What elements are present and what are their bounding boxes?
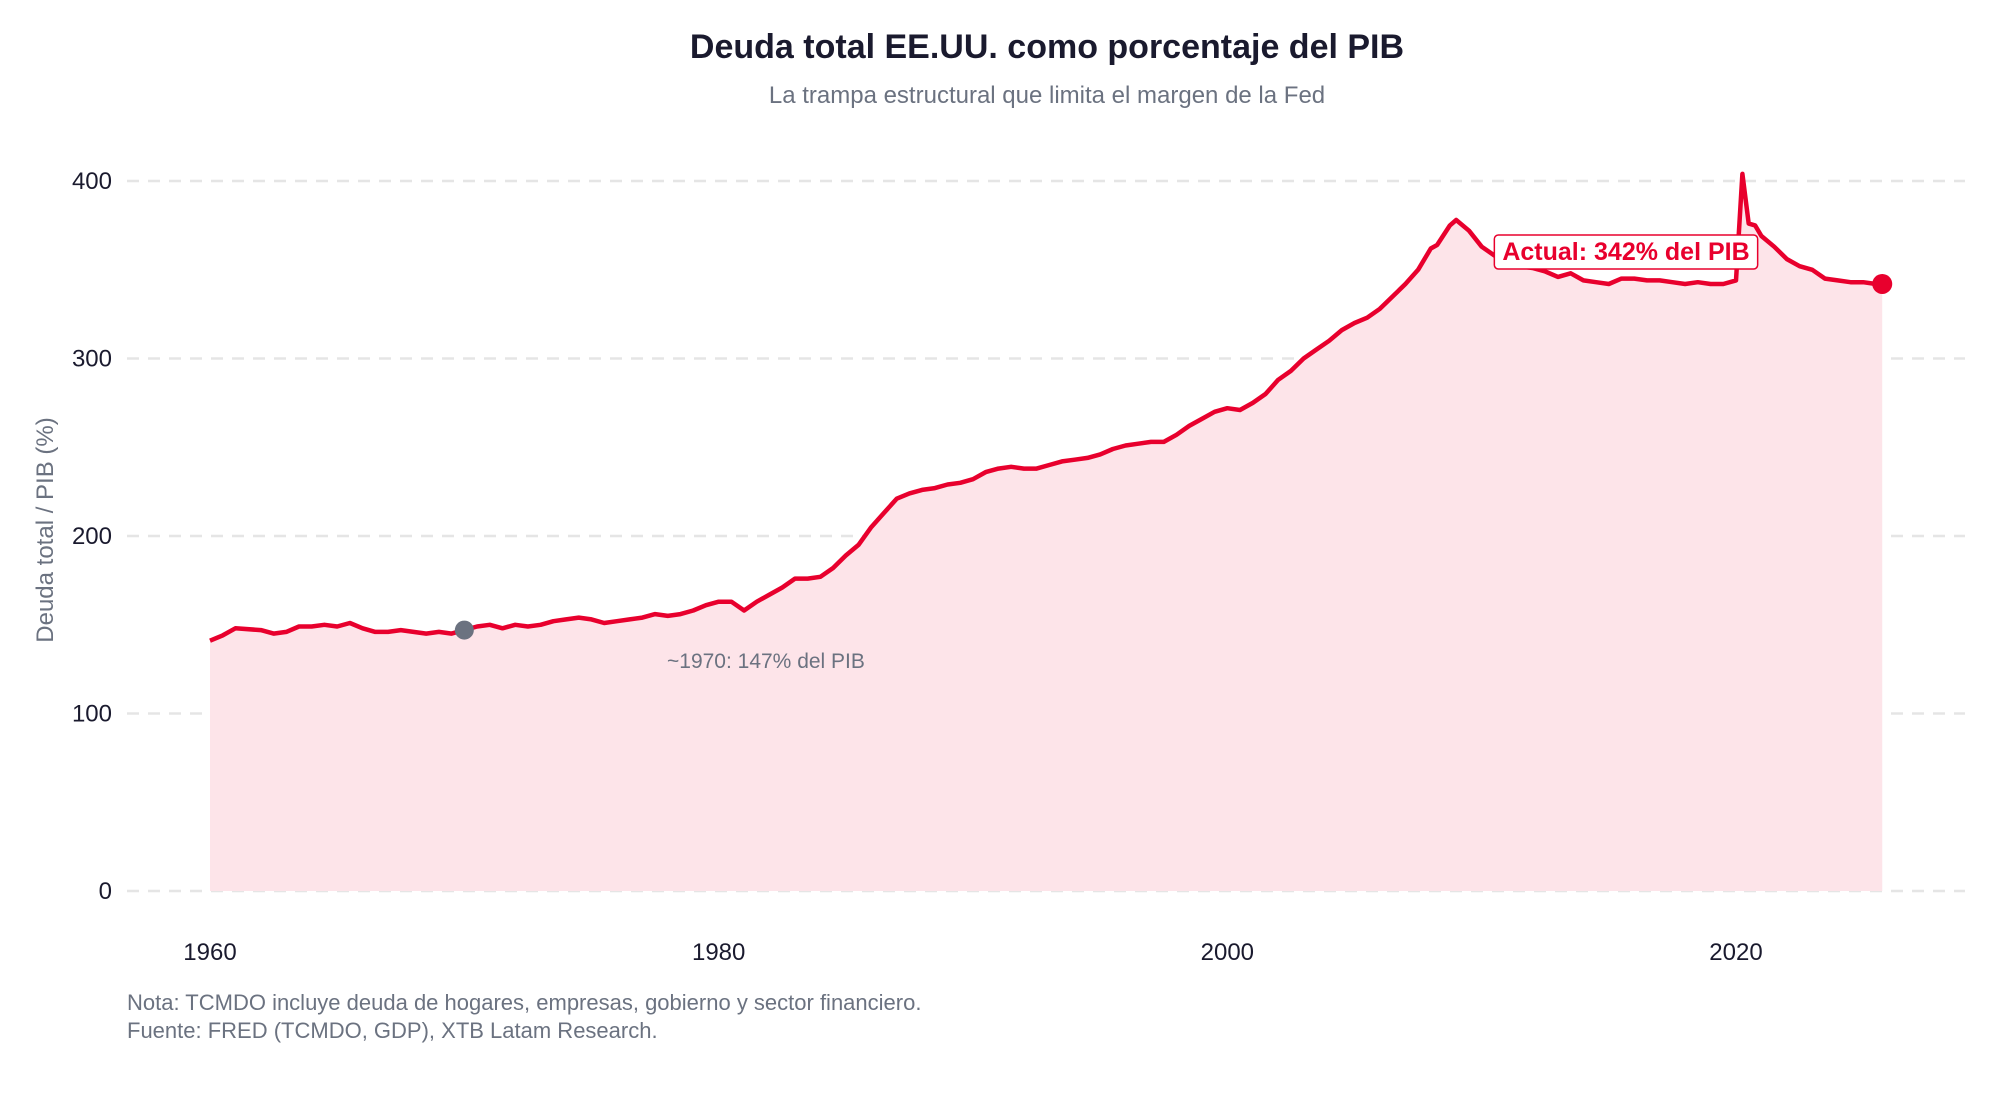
chart-subtitle: La trampa estructural que limita el marg… <box>769 82 1325 109</box>
annotation-current-box <box>1493 234 1759 270</box>
marker-1970 <box>454 620 474 640</box>
footnote-1: Nota: TCMDO incluye deuda de hogares, em… <box>127 990 921 1015</box>
series-line <box>209 171 1883 643</box>
chart-title: Deuda total EE.UU. como porcentaje del P… <box>690 28 1404 66</box>
footnote-2: Fuente: FRED (TCMDO, GDP), XTB Latam Res… <box>127 1018 658 1043</box>
annotation-1970: ~1970: 147% del PIB <box>667 650 865 673</box>
x-tick-label: 2000 <box>1201 939 1254 966</box>
y-tick-label: 200 <box>72 523 112 550</box>
y-tick-label: 0 <box>99 878 112 905</box>
x-tick-label: 1980 <box>692 939 745 966</box>
area-fill <box>210 173 1883 891</box>
annotation-current: Actual: 342% del PIB <box>1502 238 1749 266</box>
y-tick-label: 100 <box>72 701 112 728</box>
marker-current <box>1872 273 1893 294</box>
y-ticks: 0 100 200 300 400 <box>72 168 112 905</box>
y-tick-label: 400 <box>72 168 112 195</box>
y-axis-label: Deuda total / PIB (%) <box>32 417 59 642</box>
y-tick-label: 300 <box>72 346 112 373</box>
x-tick-label: 1960 <box>183 939 236 966</box>
x-tick-label: 2020 <box>1709 939 1762 966</box>
x-ticks: 1960 1980 2000 2020 <box>183 939 1762 966</box>
